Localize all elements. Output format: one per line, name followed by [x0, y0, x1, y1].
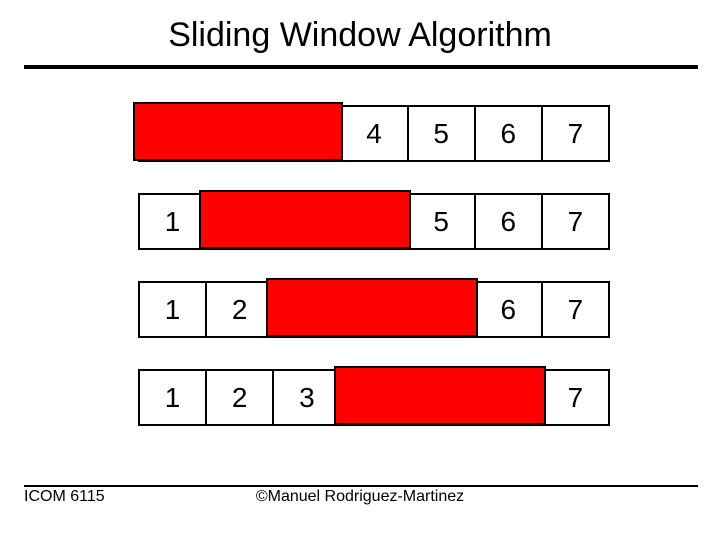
row: 1 5 6 7: [0, 193, 720, 251]
row: 1 2 6 7: [0, 281, 720, 339]
page-title: Sliding Window Algorithm: [0, 0, 720, 65]
cell: 7: [543, 371, 608, 424]
cell: 1: [140, 371, 207, 424]
cell: 7: [543, 195, 608, 248]
cell: 6: [476, 107, 543, 160]
window-overlay: [199, 190, 411, 249]
cell: 2: [207, 283, 274, 336]
cell: 5: [409, 195, 476, 248]
diagram-rows: 4 5 6 7 1 5 6 7 1 2 6 7: [0, 105, 720, 427]
window-overlay: [266, 278, 478, 337]
cell: 1: [140, 195, 207, 248]
cell: 3: [274, 371, 341, 424]
cell: 1: [140, 283, 207, 336]
cell: 7: [543, 283, 608, 336]
cell: 5: [409, 107, 476, 160]
row: 4 5 6 7: [0, 105, 720, 163]
cell: 6: [476, 195, 543, 248]
footer-divider: [24, 485, 698, 487]
cell: 6: [476, 283, 543, 336]
cell: 4: [341, 107, 408, 160]
cell: 7: [543, 107, 608, 160]
title-divider: [24, 65, 698, 69]
row: 1 2 3 7: [0, 369, 720, 427]
cell: 2: [207, 371, 274, 424]
footer-center-text: ©Manuel Rodriguez-Martinez: [0, 488, 720, 506]
window-overlay: [334, 366, 546, 425]
window-overlay: [133, 102, 343, 161]
